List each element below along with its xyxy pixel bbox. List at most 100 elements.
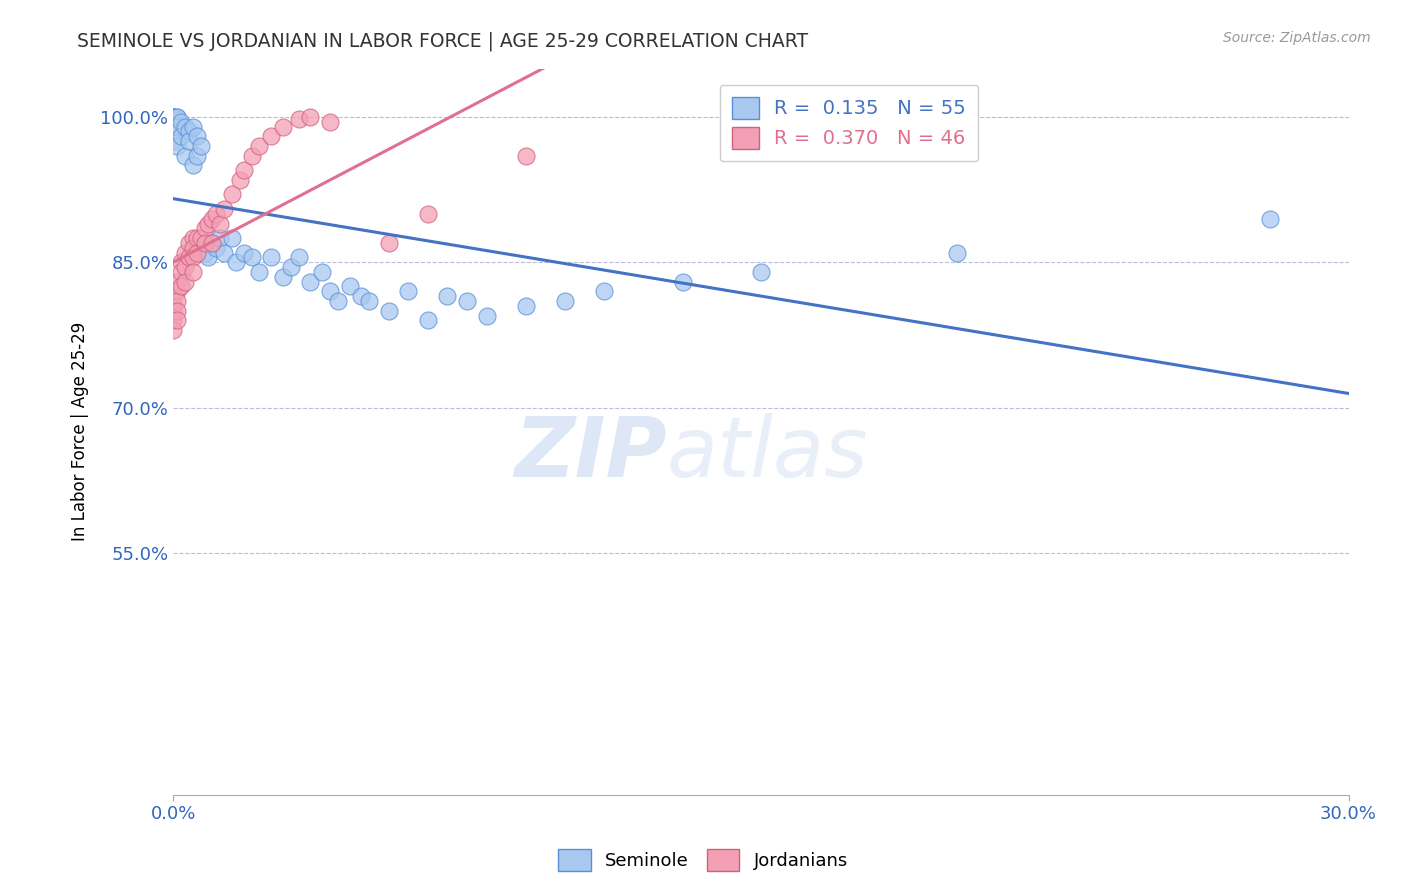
Point: [205, 241, 228, 255]
Point: [177, 235, 200, 250]
Point: [181, 241, 204, 255]
Point: [326, 293, 349, 308]
Point: [311, 265, 333, 279]
Point: [271, 120, 294, 134]
Point: [377, 303, 399, 318]
Point: [456, 293, 478, 308]
Point: [232, 163, 254, 178]
Point: [209, 231, 232, 245]
Point: [229, 173, 252, 187]
Point: [177, 124, 200, 138]
Point: [162, 303, 184, 318]
Point: [260, 251, 283, 265]
Point: [181, 158, 204, 172]
Point: [174, 120, 197, 134]
Point: [162, 110, 184, 124]
Point: [170, 265, 193, 279]
Point: [170, 279, 193, 293]
Point: [190, 231, 212, 245]
Point: [177, 251, 200, 265]
Point: [299, 110, 322, 124]
Point: [193, 221, 215, 235]
Point: [201, 211, 224, 226]
Point: [240, 251, 263, 265]
Point: [166, 313, 188, 327]
Point: [166, 110, 188, 124]
Point: [162, 323, 184, 337]
Point: [190, 139, 212, 153]
Point: [247, 139, 270, 153]
Point: [181, 265, 204, 279]
Point: [247, 265, 270, 279]
Point: [212, 202, 235, 216]
Point: [170, 129, 193, 144]
Y-axis label: In Labor Force | Age 25-29: In Labor Force | Age 25-29: [72, 322, 89, 541]
Point: [945, 245, 967, 260]
Point: [287, 251, 309, 265]
Point: [162, 110, 184, 124]
Point: [174, 149, 197, 163]
Text: ZIP: ZIP: [515, 413, 666, 494]
Point: [221, 231, 243, 245]
Point: [166, 120, 188, 134]
Point: [671, 275, 693, 289]
Point: [396, 285, 419, 299]
Point: [221, 187, 243, 202]
Point: [377, 235, 399, 250]
Point: [170, 115, 193, 129]
Text: atlas: atlas: [666, 413, 869, 494]
Point: [181, 231, 204, 245]
Point: [162, 134, 184, 148]
Point: [166, 303, 188, 318]
Point: [287, 112, 309, 126]
Point: [181, 251, 204, 265]
Point: [554, 293, 576, 308]
Point: [186, 129, 208, 144]
Point: [174, 245, 197, 260]
Point: [232, 245, 254, 260]
Point: [350, 289, 373, 303]
Point: [201, 235, 224, 250]
Point: [515, 149, 537, 163]
Point: [166, 275, 188, 289]
Point: [197, 217, 219, 231]
Point: [749, 265, 772, 279]
Point: [197, 251, 219, 265]
Point: [205, 207, 228, 221]
Point: [174, 275, 197, 289]
Point: [1258, 211, 1281, 226]
Text: SEMINOLE VS JORDANIAN IN LABOR FORCE | AGE 25-29 CORRELATION CHART: SEMINOLE VS JORDANIAN IN LABOR FORCE | A…: [77, 31, 808, 51]
Point: [177, 134, 200, 148]
Point: [174, 260, 197, 274]
Point: [193, 235, 215, 250]
Point: [416, 207, 439, 221]
Point: [280, 260, 302, 274]
Point: [416, 313, 439, 327]
Point: [186, 245, 208, 260]
Point: [162, 110, 184, 124]
Point: [593, 285, 616, 299]
Point: [359, 293, 381, 308]
Point: [319, 285, 342, 299]
Point: [436, 289, 458, 303]
Point: [475, 309, 498, 323]
Point: [212, 245, 235, 260]
Point: [201, 235, 224, 250]
Point: [515, 299, 537, 313]
Point: [240, 149, 263, 163]
Point: [162, 285, 184, 299]
Point: [260, 129, 283, 144]
Point: [181, 120, 204, 134]
Legend: Seminole, Jordanians: Seminole, Jordanians: [551, 842, 855, 879]
Point: [162, 110, 184, 124]
Point: [170, 255, 193, 269]
Point: [193, 245, 215, 260]
Point: [319, 115, 342, 129]
Point: [162, 313, 184, 327]
Point: [166, 285, 188, 299]
Point: [166, 293, 188, 308]
Point: [225, 255, 247, 269]
Legend: R =  0.135   N = 55, R =  0.370   N = 46: R = 0.135 N = 55, R = 0.370 N = 46: [720, 85, 979, 161]
Text: Source: ZipAtlas.com: Source: ZipAtlas.com: [1223, 31, 1371, 45]
Point: [339, 279, 361, 293]
